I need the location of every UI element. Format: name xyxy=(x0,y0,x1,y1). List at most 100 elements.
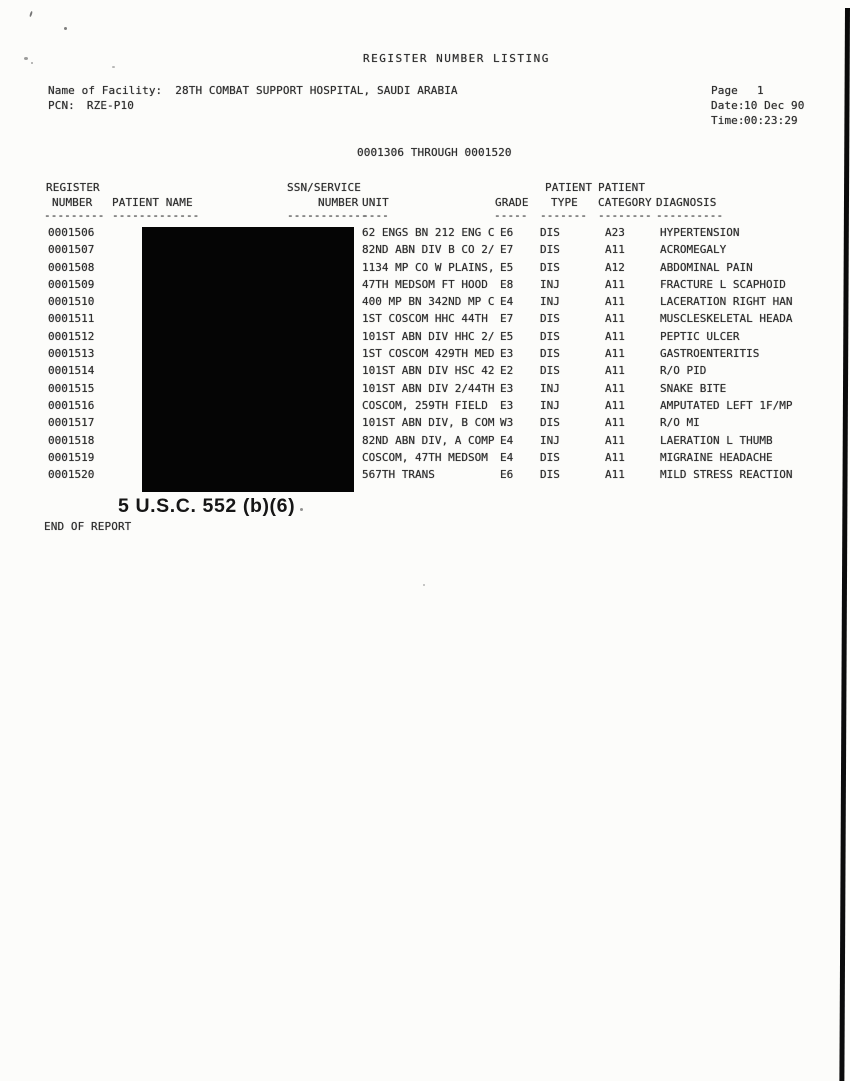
patient-type-cell: DIS xyxy=(540,416,560,430)
table-row: 0001508 1134 MP CO W PLAINS, E5 DIS A12 … xyxy=(0,261,850,278)
unit-cell: 101ST ABN DIV HSC 42 xyxy=(362,364,495,378)
patient-type-cell: DIS xyxy=(540,226,560,239)
header-register-line2: NUMBER xyxy=(52,196,93,209)
header-ssn-line1: SSN/SERVICE xyxy=(287,181,361,194)
grade-cell: W3 xyxy=(500,416,514,430)
table-row: 0001509 47TH MEDSOM FT HOOD E8 INJ A11 F… xyxy=(0,278,850,295)
patient-category-cell: A11 xyxy=(605,416,625,430)
unit-cell: 1ST COSCOM HHC 44TH xyxy=(362,312,488,326)
register-range-line: 0001306 THROUGH 0001520 xyxy=(357,146,512,159)
header-diagnosis: DIAGNOSIS xyxy=(656,196,717,209)
header-patient-name: PATIENT NAME xyxy=(112,196,193,209)
table-row: 0001510 400 MP BN 342ND MP C E4 INJ A11 … xyxy=(0,295,850,312)
patient-category-cell: A11 xyxy=(605,450,625,464)
header-patient-type-line2: TYPE xyxy=(551,196,578,209)
grade-cell: E4 xyxy=(500,433,514,447)
grade-cell: E5 xyxy=(500,260,514,274)
header-patient-category-line2: CATEGORY xyxy=(598,196,652,209)
register-number-cell: 0001520 xyxy=(48,468,95,482)
patient-type-cell: DIS xyxy=(540,468,560,482)
table-row: 0001517 101ST ABN DIV, B COM W3 DIS A11 … xyxy=(0,416,850,433)
foia-exemption-stamp: 5 U.S.C. 552 (b)(6) xyxy=(118,495,296,517)
patient-type-cell: INJ xyxy=(540,398,560,412)
register-number-cell: 0001510 xyxy=(48,295,95,309)
grade-cell: E7 xyxy=(500,243,514,257)
patient-type-cell: INJ xyxy=(540,433,560,447)
time-label: Time: xyxy=(711,114,745,127)
page-number: 1 xyxy=(757,84,764,97)
diagnosis-cell: HYPERTENSION xyxy=(660,226,740,239)
table-row: 0001511 1ST COSCOM HHC 44TH E7 DIS A11 M… xyxy=(0,312,850,329)
table-row: 0001513 1ST COSCOM 429TH MED E3 DIS A11 … xyxy=(0,347,850,364)
date-label: Date: xyxy=(711,99,745,112)
patient-category-cell: A11 xyxy=(605,433,625,447)
patient-category-cell: A11 xyxy=(605,381,625,395)
patient-category-cell: A11 xyxy=(605,398,625,412)
unit-cell: 47TH MEDSOM FT HOOD xyxy=(362,277,488,291)
facility-label: Name of Facility: xyxy=(48,84,163,97)
diagnosis-cell: LAERATION L THUMB xyxy=(660,433,773,447)
grade-cell: E8 xyxy=(500,277,514,291)
register-number-cell: 0001519 xyxy=(48,450,95,464)
grade-cell: E6 xyxy=(500,226,514,239)
scan-speck xyxy=(112,66,115,68)
pcn-label: PCN: xyxy=(48,99,75,112)
table-row: 0001518 82ND ABN DIV, A COMP E4 INJ A11 … xyxy=(0,434,850,451)
pcn-line: PCN: RZE-P10 xyxy=(48,99,134,112)
table-row: 0001514 101ST ABN DIV HSC 42 E2 DIS A11 … xyxy=(0,364,850,381)
patient-category-cell: A11 xyxy=(605,312,625,326)
table-row: 0001519 COSCOM, 47TH MEDSOM E4 DIS A11 M… xyxy=(0,451,850,468)
patient-category-cell: A23 xyxy=(605,226,625,239)
diagnosis-cell: ABDOMINAL PAIN xyxy=(660,260,753,274)
report-title: REGISTER NUMBER LISTING xyxy=(363,52,550,65)
header-unit: UNIT xyxy=(362,196,389,209)
unit-cell: 567TH TRANS xyxy=(362,468,435,482)
patient-type-cell: DIS xyxy=(540,329,560,343)
grade-cell: E5 xyxy=(500,329,514,343)
patient-type-cell: DIS xyxy=(540,364,560,378)
scan-speck xyxy=(423,584,425,586)
register-number-cell: 0001509 xyxy=(48,277,95,291)
unit-cell: 101ST ABN DIV, B COM xyxy=(362,416,495,430)
diagnosis-cell: SNAKE BITE xyxy=(660,381,727,395)
rule-unit: ---- xyxy=(362,209,389,222)
scan-speck xyxy=(300,508,303,511)
table-row: 0001507 82ND ABN DIV B CO 2/ E7 DIS A11 … xyxy=(0,243,850,260)
unit-cell: 1ST COSCOM 429TH MED xyxy=(362,347,495,361)
diagnosis-cell: PEPTIC ULCER xyxy=(660,329,740,343)
unit-cell: 101ST ABN DIV HHC 2/ xyxy=(362,329,495,343)
rule-diagnosis: ---------- xyxy=(656,209,724,222)
rule-patient-name: ------------- xyxy=(112,209,200,222)
header-ssn-line2: NUMBER xyxy=(318,196,359,209)
grade-cell: E3 xyxy=(500,398,514,412)
diagnosis-cell: AMPUTATED LEFT 1F/MP xyxy=(660,398,793,412)
table-row: 0001520 567TH TRANS E6 DIS A11 MILD STRE… xyxy=(0,468,850,485)
unit-cell: 400 MP BN 342ND MP C xyxy=(362,295,495,309)
grade-cell: E6 xyxy=(500,468,514,482)
grade-cell: E3 xyxy=(500,381,514,395)
grade-cell: E4 xyxy=(500,295,514,309)
facility-line: Name of Facility: 28TH COMBAT SUPPORT HOS… xyxy=(48,84,458,97)
diagnosis-cell: FRACTURE L SCAPHOID xyxy=(660,277,786,291)
patient-category-cell: A11 xyxy=(605,468,625,482)
rule-category: -------- xyxy=(598,209,652,222)
date-value: 10 Dec 90 xyxy=(744,99,805,112)
patient-type-cell: INJ xyxy=(540,277,560,291)
scan-speck xyxy=(64,27,67,30)
register-number-cell: 0001517 xyxy=(48,416,95,430)
table-row: 0001512 101ST ABN DIV HHC 2/ E5 DIS A11 … xyxy=(0,330,850,347)
patient-type-cell: DIS xyxy=(540,243,560,257)
patient-category-cell: A11 xyxy=(605,329,625,343)
rule-register: --------- xyxy=(44,209,105,222)
table-row: 0001516 COSCOM, 259TH FIELD E3 INJ A11 A… xyxy=(0,399,850,416)
patient-category-cell: A11 xyxy=(605,364,625,378)
rule-ssn: ------------ xyxy=(287,209,368,222)
register-number-cell: 0001516 xyxy=(48,398,95,412)
table-body: 0001506 62 ENGS BN 212 ENG C E6 DIS A23 … xyxy=(0,226,850,485)
diagnosis-cell: MIGRAINE HEADACHE xyxy=(660,450,773,464)
register-number-cell: 0001511 xyxy=(48,312,95,326)
facility-value: 28TH COMBAT SUPPORT HOSPITAL, SAUDI ARAB… xyxy=(175,84,458,97)
grade-cell: E4 xyxy=(500,450,514,464)
rule-grade: ----- xyxy=(494,209,528,222)
